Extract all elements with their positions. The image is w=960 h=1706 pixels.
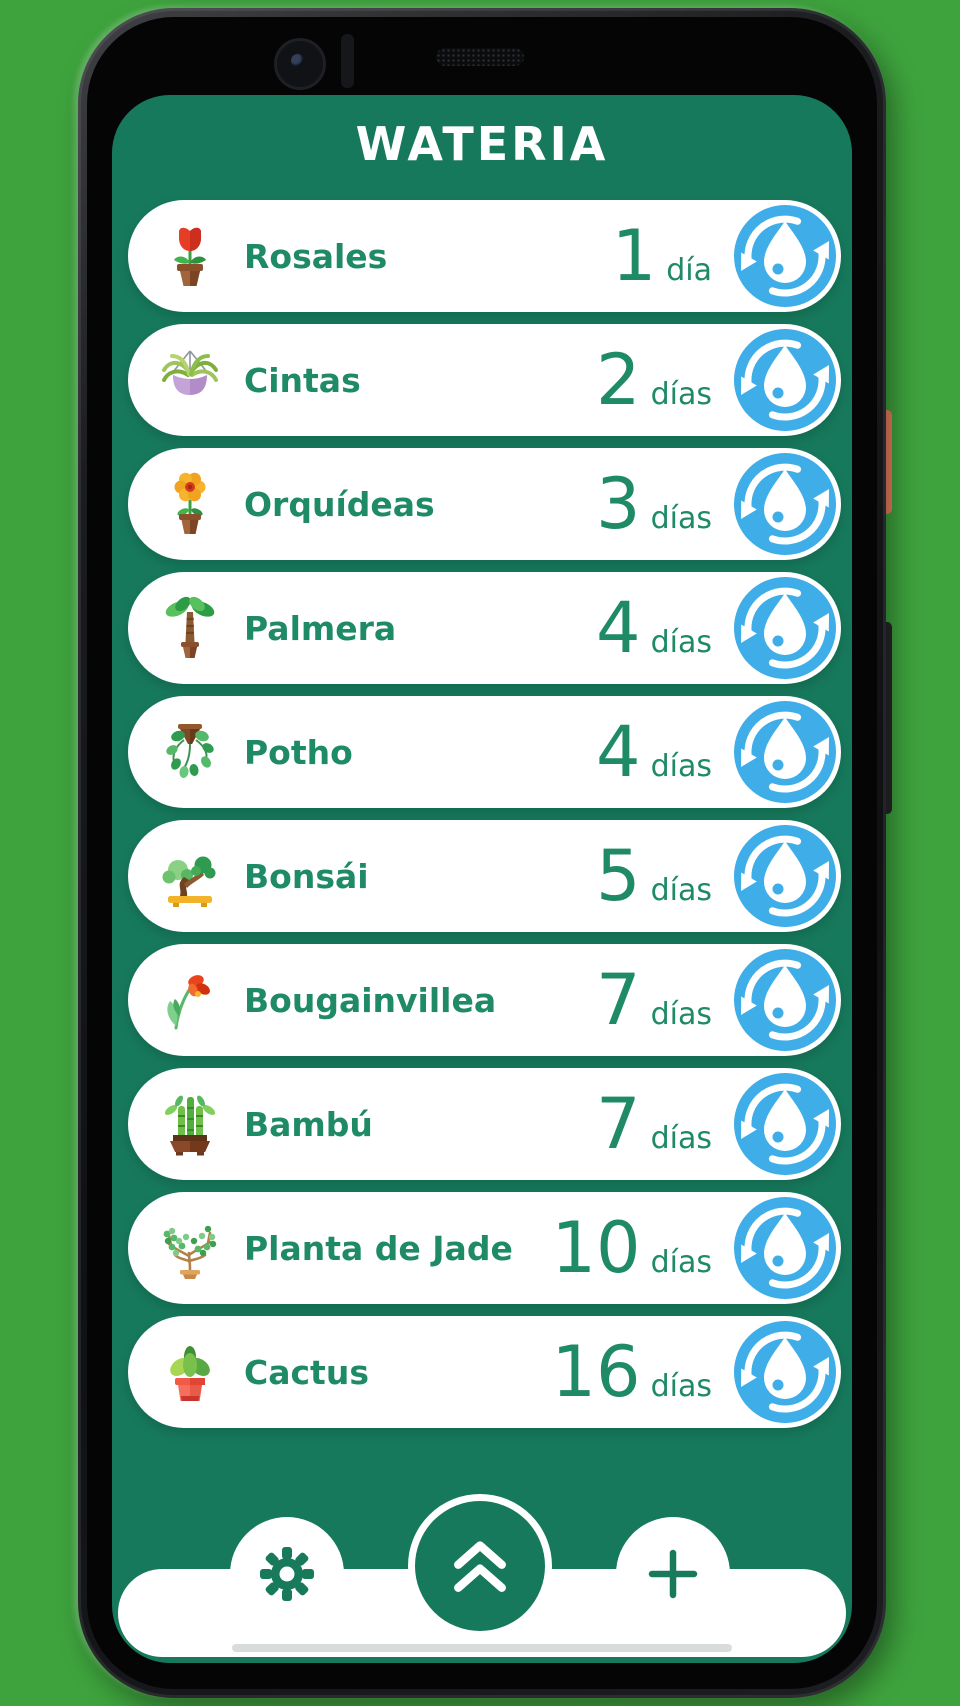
phone-frame: WATERIA Rosales 1 día Cintas 2 días Orquídeas 3…: [78, 8, 886, 1698]
interval-value: 1: [611, 215, 657, 297]
interval-unit: días: [650, 1121, 712, 1156]
interval-value: 4: [596, 587, 641, 669]
camera-lens: [291, 54, 304, 67]
plant-row: Bonsái 5 días: [128, 820, 841, 932]
app-screen: WATERIA Rosales 1 día Cintas 2 días Orquídeas 3…: [112, 95, 852, 1663]
water-refresh-icon: [734, 329, 836, 431]
plant-row: Planta de Jade 10 días: [128, 1192, 841, 1304]
plant-list: Rosales 1 día Cintas 2 días Orquídeas 3 días Palm…: [128, 200, 841, 1428]
gesture-bar[interactable]: [232, 1644, 732, 1652]
front-camera-icon: [274, 38, 326, 90]
plant-name: Cintas: [244, 360, 361, 400]
water-plant-button[interactable]: [734, 701, 836, 803]
interval-value: 2: [596, 339, 641, 421]
watering-interval: 7 días: [596, 1089, 712, 1159]
plant-name: Bonsái: [244, 856, 369, 896]
plant-row: Palmera 4 días: [128, 572, 841, 684]
water-refresh-icon: [734, 205, 836, 307]
rosales-icon: [158, 224, 222, 288]
interval-unit: días: [650, 873, 712, 908]
bougainvillea-icon: [158, 968, 222, 1032]
interval-value: 7: [596, 1083, 641, 1165]
interval-unit: días: [650, 1245, 712, 1280]
water-refresh-icon: [734, 825, 836, 927]
plant-row: Bambú 7 días: [128, 1068, 841, 1180]
plant-name: Orquídeas: [244, 484, 435, 524]
interval-unit: días: [650, 625, 712, 660]
water-plant-button[interactable]: [734, 1197, 836, 1299]
cintas-icon: [158, 348, 222, 412]
interval-unit: día: [666, 253, 712, 288]
earpiece-speaker: [436, 48, 524, 66]
water-refresh-icon: [734, 577, 836, 679]
interval-value: 5: [596, 835, 641, 917]
water-refresh-icon: [734, 701, 836, 803]
orquideas-icon: [158, 472, 222, 536]
water-refresh-icon: [734, 1073, 836, 1175]
interval-unit: días: [650, 377, 712, 412]
plant-row: Rosales 1 día: [128, 200, 841, 312]
plant-name: Potho: [244, 732, 353, 772]
water-refresh-icon: [734, 1321, 836, 1423]
bonsai-icon: [158, 844, 222, 908]
watering-interval: 5 días: [596, 841, 712, 911]
interval-unit: días: [650, 997, 712, 1032]
interval-value: 3: [596, 463, 641, 545]
plant-name: Cactus: [244, 1352, 369, 1392]
interval-value: 7: [596, 959, 641, 1041]
water-plant-button[interactable]: [734, 577, 836, 679]
front-sensor: [341, 34, 354, 88]
gear-icon: [255, 1542, 319, 1606]
interval-value: 10: [551, 1207, 641, 1289]
palmera-icon: [158, 596, 222, 660]
water-refresh-icon: [734, 453, 836, 555]
plant-row: Potho 4 días: [128, 696, 841, 808]
plant-row: Bougainvillea 7 días: [128, 944, 841, 1056]
watering-interval: 2 días: [596, 345, 712, 415]
watering-interval: 10 días: [552, 1213, 712, 1283]
plant-row: Cintas 2 días: [128, 324, 841, 436]
plant-name: Bougainvillea: [244, 980, 497, 1020]
water-plant-button[interactable]: [734, 949, 836, 1051]
bambu-icon: [158, 1092, 222, 1156]
add-plant-button[interactable]: [616, 1517, 730, 1631]
water-refresh-icon: [734, 1197, 836, 1299]
water-plant-button[interactable]: [734, 205, 836, 307]
potho-icon: [158, 720, 222, 784]
interval-unit: días: [650, 1369, 712, 1404]
water-plant-button[interactable]: [734, 453, 836, 555]
water-plant-button[interactable]: [734, 1073, 836, 1175]
watering-interval: 4 días: [596, 717, 712, 787]
water-refresh-icon: [734, 949, 836, 1051]
plant-row: Cactus 16 días: [128, 1316, 841, 1428]
plant-name: Planta de Jade: [244, 1228, 513, 1268]
watering-interval: 1 día: [612, 221, 712, 291]
plant-name: Palmera: [244, 608, 397, 648]
watering-interval: 16 días: [552, 1337, 712, 1407]
interval-value: 4: [596, 711, 641, 793]
interval-unit: días: [650, 749, 712, 784]
water-plant-button[interactable]: [734, 329, 836, 431]
watering-interval: 7 días: [596, 965, 712, 1035]
jade-icon: [158, 1216, 222, 1280]
water-plant-button[interactable]: [734, 1321, 836, 1423]
plant-name: Rosales: [244, 236, 388, 276]
watering-interval: 3 días: [596, 469, 712, 539]
watering-interval: 4 días: [596, 593, 712, 663]
double-chevron-up-icon: [439, 1525, 521, 1607]
interval-unit: días: [650, 501, 712, 536]
cactus-icon: [158, 1340, 222, 1404]
water-plant-button[interactable]: [734, 825, 836, 927]
interval-value: 16: [551, 1331, 641, 1413]
app-title: WATERIA: [355, 117, 609, 171]
plant-name: Bambú: [244, 1104, 373, 1144]
settings-button[interactable]: [230, 1517, 344, 1631]
scroll-to-top-button[interactable]: [408, 1494, 552, 1638]
plant-row: Orquídeas 3 días: [128, 448, 841, 560]
plus-icon: [641, 1542, 705, 1606]
